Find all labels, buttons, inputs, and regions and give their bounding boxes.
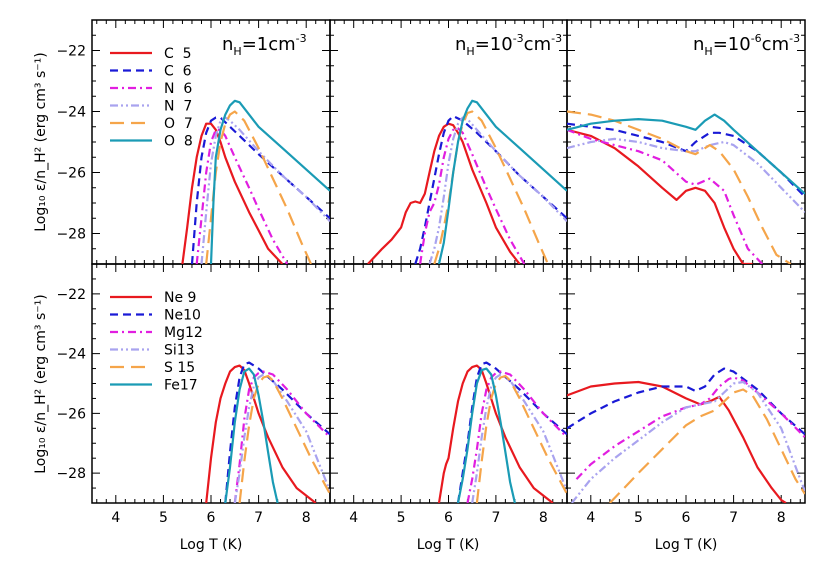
series-line-c6-r0c1	[414, 115, 567, 264]
series-line-n6-r0c2	[567, 128, 764, 264]
y-axis-label-row0: Log₁₀ ε/n_H² (erg cm³ s⁻¹)	[33, 52, 49, 232]
y-tick-label: −24	[56, 347, 86, 363]
series-line-ne9-r1c0	[205, 364, 317, 503]
series-line-n7-r0c2	[567, 137, 805, 213]
series-line-o7-r0c2	[567, 110, 792, 264]
x-tick-label: 7	[491, 510, 500, 526]
series-line-fe17-r1c1	[456, 367, 516, 503]
series-line-mg12-r1c1	[466, 370, 567, 503]
x-axis-label-col1: Log T (K)	[417, 537, 480, 553]
series-line-si13-r1c0	[233, 373, 330, 503]
legend-label-o8: O 8	[164, 134, 193, 150]
x-axis-label-col0: Log T (K)	[180, 537, 243, 553]
legend-label-c5: C 5	[164, 46, 192, 62]
legend-label-c6: C 6	[164, 64, 192, 80]
series-line-si13-r1c2	[570, 380, 805, 503]
series-line-o8-r0c2	[567, 113, 805, 195]
series-line-n7-r0c1	[428, 116, 567, 264]
x-tick-label: 5	[159, 510, 168, 526]
series-line-c5-r0c2	[567, 128, 753, 264]
series-line-mg12-r1c0	[233, 370, 330, 503]
x-tick-label: 5	[397, 510, 406, 526]
series-line-ne9-r1c1	[437, 364, 554, 503]
y-tick-label: −28	[56, 227, 86, 243]
series-line-n6-r0c1	[419, 127, 526, 264]
series-line-n7-r0c0	[200, 116, 330, 264]
panel-frame-r1c1	[329, 263, 568, 504]
legend-label-n6: N 6	[164, 81, 192, 97]
series-line-ne10-r1c1	[456, 361, 567, 503]
panel-frame-r0c1	[329, 19, 568, 265]
series-line-ne10-r1c0	[224, 361, 330, 503]
y-tick-label: −26	[56, 406, 86, 422]
panel-frame-r0c0	[91, 19, 331, 265]
series-line-o8-r0c1	[437, 99, 567, 264]
y-tick-label: −22	[56, 44, 86, 60]
panel-title-col2: nH=10-6cm-3	[693, 32, 800, 58]
x-tick-label: 4	[111, 510, 120, 526]
legend-label-ne9: Ne 9	[164, 290, 196, 306]
legend-label-fe17: Fe17	[164, 378, 198, 394]
legend-label-o7: O 7	[164, 116, 193, 132]
series-line-si13-r1c1	[471, 373, 567, 503]
y-tick-label: −28	[56, 466, 86, 482]
series-line-mg12-r1c2	[575, 376, 805, 480]
x-tick-label: 4	[349, 510, 358, 526]
panel-title-col0: nH=1cm-3	[222, 32, 307, 58]
legend-label-si13: Si13	[164, 343, 195, 359]
series-line-s15-r1c1	[475, 374, 567, 503]
legend-label-ne10: Ne10	[164, 308, 201, 324]
y-tick-label: −22	[56, 287, 86, 303]
legend-label-s15: S 15	[164, 360, 195, 376]
y-axis-label-row1: Log₁₀ ε/n_H² (erg cm³ s⁻¹)	[33, 294, 49, 474]
series-line-ne9-r1c2	[567, 380, 787, 503]
series-line-o7-r0c0	[205, 110, 313, 264]
series-line-c5-r0c1	[367, 122, 521, 264]
x-tick-label: 7	[729, 510, 738, 526]
x-axis-label-col2: Log T (K)	[655, 537, 718, 553]
x-tick-label: 7	[254, 510, 263, 526]
x-tick-label: 6	[682, 510, 691, 526]
panel-frame-r1c2	[566, 263, 806, 504]
x-tick-label: 8	[302, 510, 311, 526]
series-line-s15-r1c0	[238, 374, 330, 503]
series-line-o7-r0c1	[433, 110, 550, 264]
x-tick-label: 6	[207, 510, 216, 526]
x-tick-label: 4	[586, 510, 595, 526]
y-tick-label: −24	[56, 105, 86, 121]
x-tick-label: 5	[634, 510, 643, 526]
x-tick-label: 6	[444, 510, 453, 526]
panel-title-col1: nH=10-3cm-3	[455, 32, 562, 58]
series-line-c5-r0c0	[181, 122, 284, 264]
y-tick-label: −26	[56, 166, 86, 182]
series-line-fe17-r1c0	[224, 367, 279, 503]
x-tick-label: 8	[777, 510, 786, 526]
series-line-s15-r1c2	[609, 388, 805, 503]
x-tick-label: 8	[539, 510, 548, 526]
series-line-c6-r0c2	[567, 122, 805, 198]
legend-label-mg12: Mg12	[164, 325, 203, 341]
series-line-o8-r0c0	[209, 99, 330, 264]
legend-label-n7: N 7	[164, 99, 192, 115]
